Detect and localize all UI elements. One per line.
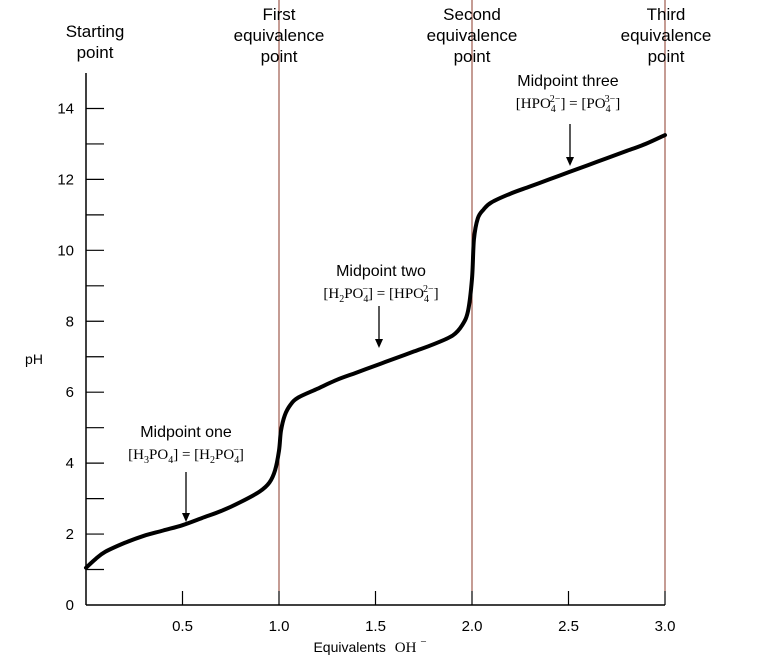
annotation-arrow-head xyxy=(566,157,574,166)
formula-subscript: 2 xyxy=(210,455,215,466)
header-2-line-3: point xyxy=(261,47,298,66)
formula-text: HPO xyxy=(521,96,551,112)
header-3-line-2: equivalence xyxy=(427,26,518,45)
formula-text: H xyxy=(199,447,210,463)
formula-superscript: 2− xyxy=(550,94,561,105)
titration-curve xyxy=(84,133,667,570)
annotation-2: Midpoint two[H2PO4−] = [HPO42−] xyxy=(323,263,439,348)
annotation-formula: [H2PO4−] = [HPO42−] xyxy=(323,284,438,305)
y-tick-label: 14 xyxy=(57,100,74,117)
header-4-line-2: equivalence xyxy=(621,26,712,45)
x-axis-label-text: Equivalents xyxy=(313,639,385,655)
bracket: ] xyxy=(239,447,244,463)
bracket: ] = [ xyxy=(368,286,394,302)
formula-subscript: 4 xyxy=(424,294,429,305)
formula-text: PO xyxy=(149,447,168,463)
y-tick-label: 12 xyxy=(57,171,74,188)
annotation-title: Midpoint two xyxy=(336,263,426,280)
formula-subscript: 4 xyxy=(551,104,556,115)
formula-text: H xyxy=(133,447,144,463)
x-tick-label: 0.5 xyxy=(172,618,193,635)
formula-text: PO xyxy=(586,96,605,112)
formula-subscript: 4 xyxy=(606,104,611,115)
x-tick-label: 2.0 xyxy=(462,618,483,635)
annotation-1: Midpoint one[H3PO4] = [H2PO4−] xyxy=(128,424,244,522)
y-tick-label: 6 xyxy=(66,384,74,401)
x-axis-label-superscript: − xyxy=(420,636,426,648)
x-axis-label-formula: OH xyxy=(395,640,417,656)
bracket: [ xyxy=(323,286,328,302)
annotation-formula: [HPO42−] = [PO43−] xyxy=(516,94,620,115)
x-axis-label: Equivalents OH − xyxy=(313,636,426,656)
header-3-line-3: point xyxy=(454,47,491,66)
annotation-arrow-head xyxy=(182,513,190,522)
bracket: ] = [ xyxy=(173,447,199,463)
formula-superscript: − xyxy=(233,445,239,456)
annotation-arrow-head xyxy=(375,339,383,348)
header-2-line-2: equivalence xyxy=(234,26,325,45)
header-1-line-1: Starting xyxy=(66,22,125,41)
header-4-line-3: point xyxy=(648,47,685,66)
bracket: ] = [ xyxy=(560,96,586,112)
y-tick-label: 4 xyxy=(66,455,74,472)
x-tick-label: 2.5 xyxy=(558,618,579,635)
y-tick-label: 0 xyxy=(66,597,74,614)
formula-superscript: 3− xyxy=(605,94,616,105)
bracket: [ xyxy=(516,96,521,112)
y-tick-label: 8 xyxy=(66,313,74,330)
formula-subscript: 4 xyxy=(234,455,239,466)
formula-text: PO xyxy=(215,447,234,463)
annotation-title: Midpoint one xyxy=(140,424,232,441)
bracket: ] xyxy=(434,286,439,302)
curve-group xyxy=(84,133,667,570)
x-tick-label: 1.0 xyxy=(269,618,290,635)
annotations: Midpoint one[H3PO4] = [H2PO4−]Midpoint t… xyxy=(128,73,620,522)
annotation-formula: [H3PO4] = [H2PO4−] xyxy=(128,445,244,466)
formula-text: HPO xyxy=(394,286,424,302)
formula-text: PO xyxy=(344,286,363,302)
annotation-title: Midpoint three xyxy=(517,73,618,90)
formula-subscript: 4 xyxy=(168,455,173,466)
formula-subscript: 4 xyxy=(363,294,368,305)
bracket: ] xyxy=(615,96,620,112)
formula-superscript: 2− xyxy=(423,284,434,295)
x-tick-label: 1.5 xyxy=(365,618,386,635)
formula-subscript: 3 xyxy=(144,455,149,466)
axes: 0 2 4 6 8 10 12 14 0.5 1.0 1.5 2.0 2.5 3.0 xyxy=(57,73,675,635)
formula-superscript: − xyxy=(362,284,368,295)
y-tick-label: 10 xyxy=(57,242,74,259)
header-2-line-1: First xyxy=(262,5,295,24)
column-headers: Starting point First equivalence point Second… xyxy=(66,5,712,66)
x-tick-label: 3.0 xyxy=(655,618,676,635)
header-4-line-1: Third xyxy=(647,5,686,24)
y-axis-label: pH xyxy=(25,351,43,367)
equivalence-lines xyxy=(278,0,666,605)
y-tick-label: 2 xyxy=(66,526,74,543)
formula-subscript: 2 xyxy=(339,294,344,305)
header-1-line-2: point xyxy=(77,43,114,62)
header-3-line-1: Second xyxy=(443,5,501,24)
bracket: [ xyxy=(128,447,133,463)
formula-text: H xyxy=(328,286,339,302)
annotation-3: Midpoint three[HPO42−] = [PO43−] xyxy=(516,73,620,166)
